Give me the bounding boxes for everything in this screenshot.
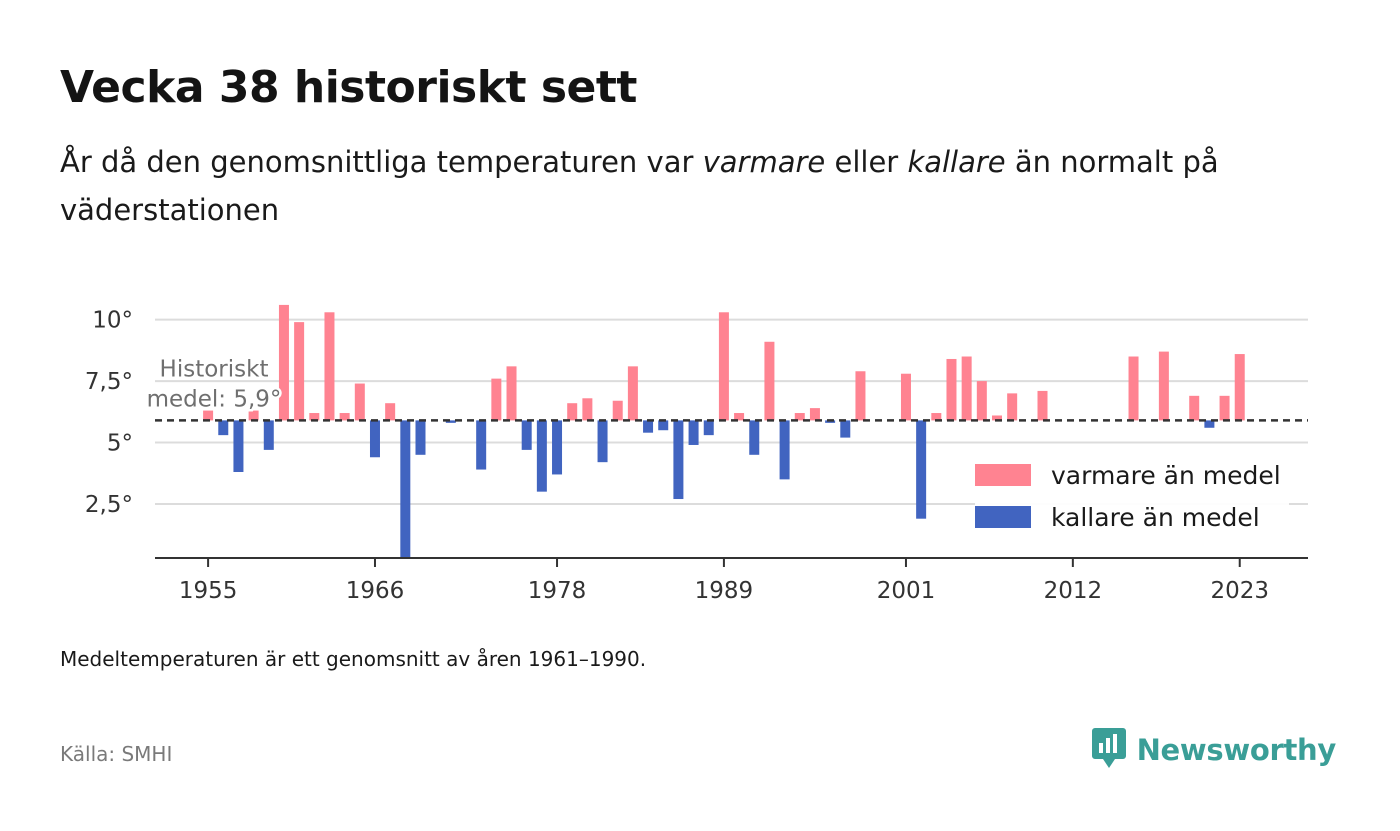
bar-cold [688, 420, 699, 445]
bar-cold [218, 420, 229, 436]
x-tick-label: 1966 [346, 578, 405, 604]
bar-warm [491, 378, 502, 421]
bar-warm [1128, 356, 1139, 421]
bar-warm [294, 322, 305, 421]
legend-swatch-warm [975, 464, 1031, 486]
subtitle-text-2: eller [825, 145, 908, 179]
legend-item-warm: varmare än medel [975, 454, 1281, 496]
x-tick-label: 2001 [877, 578, 936, 604]
footnote: Medeltemperaturen är ett genomsnitt av å… [60, 647, 647, 671]
bar-warm [1234, 354, 1245, 421]
bar-warm [582, 398, 593, 421]
bar-warm [1037, 390, 1048, 421]
bar-cold [369, 420, 380, 458]
baseline-label-line2: medel: 5,9° [147, 386, 282, 412]
x-tick-label: 2012 [1044, 578, 1103, 604]
bar-warm [991, 415, 1002, 421]
subtitle-text-1: År då den genomsnittliga temperaturen va… [60, 145, 703, 179]
bar-cold [749, 420, 760, 455]
bar-warm [324, 312, 335, 421]
bar-cold [779, 420, 790, 480]
source-credit: Källa: SMHI [60, 742, 173, 766]
y-tick-label: 10° [92, 308, 133, 334]
x-tick-label: 1955 [179, 578, 238, 604]
bar-cold [263, 420, 274, 450]
y-tick-label: 5° [107, 431, 133, 457]
bar-cold [233, 420, 244, 472]
bar-warm [764, 341, 775, 421]
legend-swatch-cold [975, 506, 1031, 528]
y-tick-label: 2,5° [85, 492, 133, 518]
bar-warm [931, 413, 942, 421]
legend-item-cold: kallare än medel [975, 496, 1281, 538]
bar-warm [248, 410, 259, 421]
x-tick-label: 1978 [528, 578, 587, 604]
bar-cold [445, 420, 456, 423]
newsworthy-logo-icon [1091, 726, 1127, 774]
bar-warm [339, 413, 350, 421]
brand-logo: Newsworthy [1091, 726, 1336, 774]
bars [203, 304, 1245, 558]
bar-cold [476, 420, 487, 470]
x-tick-label: 2023 [1210, 578, 1269, 604]
bar-cold [1204, 420, 1215, 428]
bar-cold [536, 420, 547, 492]
bar-warm [354, 383, 365, 421]
bar-warm [203, 410, 214, 421]
y-axis-ticks: 2,5° 5° 7,5° 10° [85, 308, 133, 518]
bar-warm [278, 304, 289, 421]
legend-label-warm: varmare än medel [1051, 460, 1281, 490]
legend-label-cold: kallare än medel [1051, 502, 1260, 532]
bar-warm [1007, 393, 1018, 421]
bar-warm [612, 400, 623, 421]
bar-warm [627, 366, 638, 421]
subtitle-text-3: än normalt på väderstationen [60, 145, 1219, 227]
baseline-label-line1: Historiskt [160, 356, 269, 382]
bar-cold [552, 420, 563, 475]
subtitle-cold-word: kallare [907, 145, 1006, 179]
bar-cold [415, 420, 426, 455]
bar-cold [597, 420, 608, 463]
x-axis-ticks: 1955 1966 1978 1989 2001 2012 2023 [179, 558, 1269, 604]
bar-warm [976, 381, 987, 421]
legend: varmare än medel kallare än medel [975, 452, 1289, 540]
x-tick-label: 1989 [695, 578, 754, 604]
bar-warm [734, 413, 745, 421]
bar-cold [703, 420, 714, 436]
bar-cold [916, 420, 927, 519]
bar-warm [946, 358, 957, 421]
baseline-label: Historiskt medel: 5,9° [144, 354, 284, 415]
bar-warm [1189, 395, 1200, 421]
bar-warm [1219, 395, 1230, 421]
bar-cold [643, 420, 654, 433]
bar-warm [506, 366, 517, 421]
bar-warm [385, 403, 396, 421]
bar-cold [673, 420, 684, 500]
bar-warm [900, 373, 911, 421]
bar-warm [794, 413, 805, 421]
bar-warm [809, 408, 820, 421]
bar-warm [855, 371, 866, 421]
bar-warm [567, 403, 578, 421]
chart-subtitle: År då den genomsnittliga temperaturen va… [60, 138, 1310, 234]
chart-title: Vecka 38 historiskt sett [60, 62, 637, 113]
bar-warm [961, 356, 972, 421]
bar-cold [658, 420, 669, 431]
y-tick-label: 7,5° [85, 369, 133, 395]
bar-warm [1158, 351, 1169, 421]
subtitle-warm-word: varmare [702, 145, 826, 179]
bar-cold [400, 420, 411, 558]
bar-warm [718, 312, 729, 421]
brand-name: Newsworthy [1136, 733, 1337, 767]
bar-cold [521, 420, 532, 450]
bar-cold [840, 420, 851, 438]
bar-warm [309, 413, 320, 421]
